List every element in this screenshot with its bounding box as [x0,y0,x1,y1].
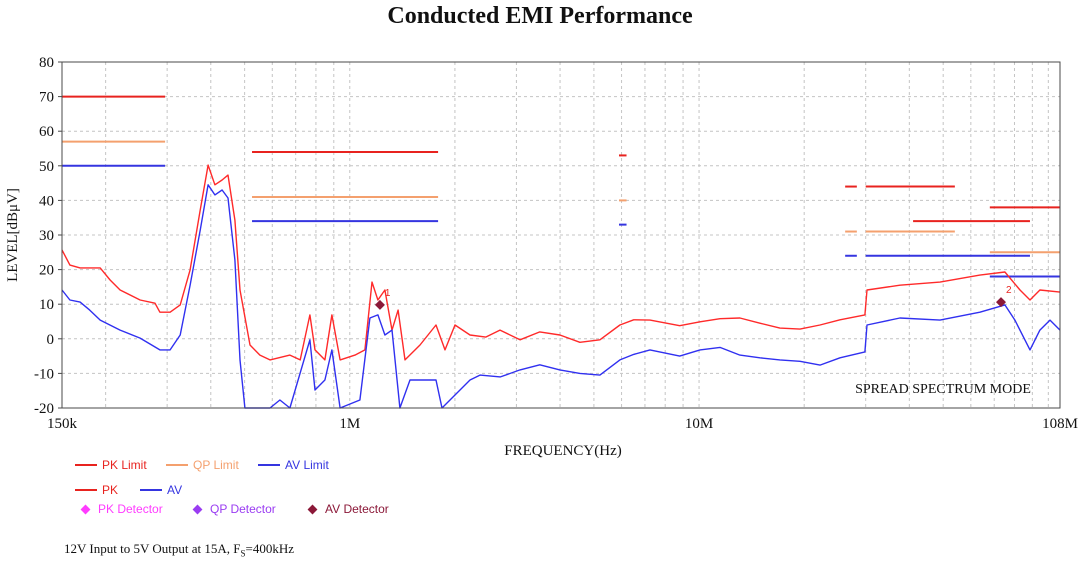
legend-item-qp-limit: QP Limit [166,457,239,473]
y-tick-label: 70 [39,90,54,106]
legend-label: AV Detector [325,502,389,516]
legend-label: AV [167,483,183,497]
x-tick-label: 108M [1042,416,1078,432]
y-tick-label: 20 [39,263,54,279]
measured-traces [61,164,1061,409]
diamond-icon [192,504,203,514]
legend-item-av-detector: AV Detector [307,501,389,517]
chart-title: Conducted EMI Performance [387,3,693,29]
y-tick-label: 30 [39,228,54,244]
caption-subscript: S [240,548,246,559]
x-axis-ticks: 150k 1M 10M 108M [47,416,1078,432]
marker-label: 1 [385,288,391,299]
diamond-icon [307,504,318,514]
y-tick-label: 60 [39,124,54,140]
y-tick-label: 80 [39,55,54,71]
legend-label: QP Limit [193,458,239,472]
y-tick-label: -20 [34,401,54,417]
limit-lines [62,95,1060,278]
y-axis-label: LEVEL[dBμV] [5,188,21,282]
marker-label: 2 [1006,285,1012,296]
av-detector-marker [374,299,385,310]
legend-item-qp-detector: QP Detector [192,501,276,517]
legend-label: PK [102,483,119,497]
x-tick-label: 150k [47,416,78,432]
x-axis-label: FREQUENCY(Hz) [504,443,622,459]
legend-item-pk: PK [75,482,118,498]
legend-item-av: AV [140,482,182,498]
legend-item-av-limit: AV Limit [258,457,329,473]
legend-label: PK Detector [98,502,163,516]
pk-trace [61,164,1061,361]
pk-limit-swatch [75,464,97,466]
av-detector-marker [996,297,1007,308]
diamond-icon [80,504,91,514]
av-swatch [140,489,162,491]
legend-item-pk-detector: PK Detector [80,501,163,517]
y-tick-label: 0 [47,332,55,348]
av-limit-swatch [258,464,280,466]
y-tick-label: -10 [34,366,54,382]
legend-label: PK Limit [102,458,147,472]
pk-swatch [75,489,97,491]
grid-lines [62,62,1060,408]
test-condition-caption: 12V Input to 5V Output at 15A, FS=400kHz [64,541,294,559]
legend-label: QP Detector [210,502,276,516]
legend-label: AV Limit [285,458,329,472]
y-tick-label: 40 [39,193,54,209]
caption-text-end: =400kHz [245,541,295,556]
qp-limit-swatch [166,464,188,466]
x-tick-label: 10M [685,416,713,432]
y-tick-label: 10 [39,297,54,313]
spread-spectrum-annotation: SPREAD SPECTRUM MODE [855,382,1031,397]
x-tick-label: 1M [339,416,360,432]
av-trace [61,184,1061,409]
caption-text: 12V Input to 5V Output at 15A, F [64,541,241,556]
y-axis-ticks: 80 70 60 50 40 30 20 10 0 -10 -20 [34,55,62,417]
legend-item-pk-limit: PK Limit [75,457,147,473]
y-tick-label: 50 [39,159,54,175]
